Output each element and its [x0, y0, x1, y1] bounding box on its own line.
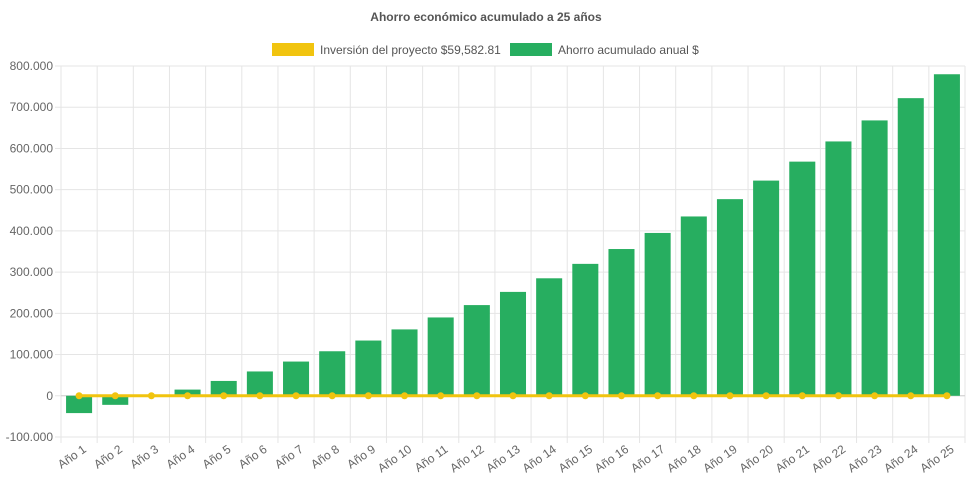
- bar-savings[interactable]: [716, 199, 743, 396]
- bar-savings[interactable]: [825, 141, 852, 396]
- x-tick-label: Año 2: [91, 442, 125, 472]
- x-tick-label: Año 1: [55, 442, 89, 472]
- line-series: [75, 392, 951, 400]
- line-point-investment[interactable]: [690, 392, 698, 400]
- legend-label-savings[interactable]: Ahorro acumulado anual $: [558, 43, 699, 57]
- bar-savings[interactable]: [319, 351, 346, 396]
- line-point-investment[interactable]: [907, 392, 915, 400]
- x-tick-label: Año 25: [917, 442, 956, 475]
- x-tick-label: Año 18: [664, 442, 703, 475]
- y-tick-label: 400.000: [10, 224, 54, 238]
- bar-savings[interactable]: [427, 317, 454, 396]
- bar-savings[interactable]: [102, 395, 129, 405]
- line-point-investment[interactable]: [834, 392, 842, 400]
- line-point-investment[interactable]: [509, 392, 517, 400]
- legend: Inversión del proyecto $59,582.81 Ahorro…: [272, 43, 699, 57]
- legend-label-investment[interactable]: Inversión del proyecto $59,582.81: [320, 43, 501, 57]
- bar-savings[interactable]: [608, 249, 635, 396]
- y-tick-label: 100.000: [10, 348, 54, 362]
- line-point-investment[interactable]: [364, 392, 372, 400]
- x-tick-label: Año 13: [484, 442, 523, 475]
- line-point-investment[interactable]: [401, 392, 409, 400]
- grid: [60, 65, 966, 443]
- x-tick-label: Año 5: [200, 442, 234, 472]
- bar-savings[interactable]: [499, 291, 527, 396]
- x-tick-label: Año 19: [700, 442, 739, 475]
- x-tick-label: Año 14: [520, 442, 559, 475]
- line-point-investment[interactable]: [581, 392, 589, 400]
- y-tick-label: 600.000: [10, 141, 54, 155]
- bar-savings[interactable]: [536, 278, 563, 396]
- y-tick-label: -100.000: [6, 430, 54, 444]
- line-point-investment[interactable]: [871, 392, 879, 400]
- line-point-investment[interactable]: [111, 392, 119, 400]
- y-tick-label: 800.000: [10, 59, 54, 73]
- line-point-investment[interactable]: [473, 392, 481, 400]
- x-tick-label: Año 7: [272, 442, 306, 472]
- x-tick-label: Año 23: [845, 442, 884, 475]
- x-tick-label: Año 3: [127, 442, 161, 472]
- line-point-investment[interactable]: [943, 392, 951, 400]
- bar-savings[interactable]: [644, 232, 671, 396]
- bar-series: [66, 74, 960, 414]
- x-tick-label: Año 11: [412, 442, 451, 475]
- line-point-investment[interactable]: [328, 392, 336, 400]
- bar-savings[interactable]: [66, 395, 93, 414]
- y-tick-label: 300.000: [10, 265, 54, 279]
- x-tick-label: Año 16: [592, 442, 631, 475]
- x-tick-label: Año 24: [881, 442, 920, 475]
- x-tick-label: Año 12: [447, 442, 486, 475]
- line-point-investment[interactable]: [617, 392, 625, 400]
- legend-swatch-investment[interactable]: [272, 43, 314, 56]
- bar-savings[interactable]: [933, 74, 960, 396]
- line-point-investment[interactable]: [798, 392, 806, 400]
- x-tick-label: Año 21: [773, 442, 812, 475]
- x-tick-label: Año 22: [809, 442, 848, 475]
- line-point-investment[interactable]: [437, 392, 445, 400]
- x-tick-label: Año 10: [375, 442, 414, 475]
- line-point-investment[interactable]: [654, 392, 662, 400]
- bar-savings[interactable]: [680, 216, 707, 396]
- line-point-investment[interactable]: [545, 392, 553, 400]
- line-point-investment[interactable]: [292, 392, 300, 400]
- x-tick-label: Año 4: [164, 442, 198, 472]
- legend-swatch-savings[interactable]: [510, 43, 552, 56]
- bar-savings[interactable]: [463, 305, 490, 396]
- x-tick-label: Año 6: [236, 442, 270, 472]
- line-point-investment[interactable]: [220, 392, 228, 400]
- x-tick-label: Año 17: [628, 442, 667, 475]
- line-point-investment[interactable]: [256, 392, 264, 400]
- x-tick-label: Año 8: [308, 442, 342, 472]
- y-tick-label: 700.000: [10, 100, 54, 114]
- x-axis: Año 1 Año 2 Año 3 Año 4 Año 5 Año 6 Año 7 Año 8…: [55, 442, 957, 475]
- line-point-investment[interactable]: [147, 392, 155, 400]
- y-axis: 800.000 700.000 600.000 500.000 400.000 300.0…: [6, 59, 61, 444]
- line-point-investment[interactable]: [726, 392, 734, 400]
- bar-savings[interactable]: [355, 340, 382, 396]
- y-tick-label: 200.000: [10, 306, 54, 320]
- x-tick-label: Año 9: [344, 442, 378, 472]
- line-point-investment[interactable]: [184, 392, 192, 400]
- y-tick-label: 0: [46, 389, 53, 403]
- bar-savings[interactable]: [789, 161, 816, 396]
- bar-savings[interactable]: [391, 329, 418, 396]
- x-tick-label: Año 20: [737, 442, 776, 475]
- y-tick-label: 500.000: [10, 183, 54, 197]
- bar-savings[interactable]: [572, 263, 599, 396]
- bar-savings[interactable]: [246, 371, 273, 396]
- bar-savings[interactable]: [861, 120, 888, 396]
- bar-savings[interactable]: [283, 361, 310, 396]
- line-point-investment[interactable]: [762, 392, 770, 400]
- bar-savings[interactable]: [210, 380, 237, 396]
- bar-savings[interactable]: [897, 98, 924, 396]
- line-point-investment[interactable]: [75, 392, 83, 400]
- bar-savings[interactable]: [753, 180, 780, 396]
- x-tick-label: Año 15: [556, 442, 595, 475]
- chart-title: Ahorro económico acumulado a 25 años: [370, 10, 602, 24]
